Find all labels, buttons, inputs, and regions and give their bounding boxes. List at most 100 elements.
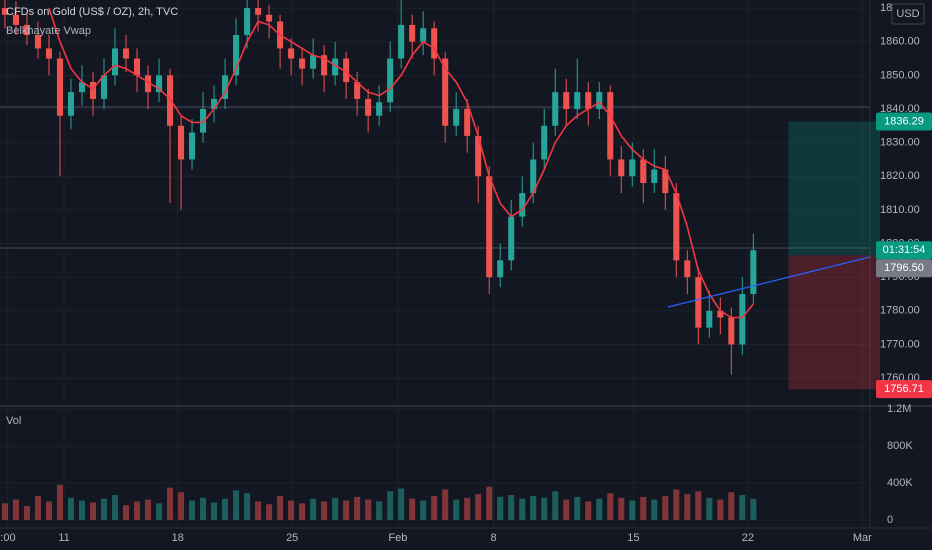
candle-body bbox=[673, 193, 680, 261]
volume-bar bbox=[530, 495, 537, 520]
candle-body bbox=[541, 125, 548, 160]
volume-bar bbox=[45, 501, 53, 520]
x-tick-label: 8 bbox=[491, 532, 497, 544]
volume-bar bbox=[398, 488, 405, 520]
x-tick-label: 18 bbox=[172, 532, 184, 544]
countdown-label: 01:31:54 bbox=[883, 244, 926, 256]
marks bbox=[1, 0, 880, 520]
x-tick-label: :00 bbox=[0, 532, 15, 544]
volume-bar bbox=[78, 500, 86, 520]
candle-body bbox=[475, 135, 482, 177]
volume-bar bbox=[651, 499, 658, 520]
volume-bar bbox=[288, 500, 295, 520]
candle-body bbox=[266, 14, 273, 22]
volume-bar bbox=[519, 498, 526, 520]
candle-body bbox=[684, 260, 691, 278]
volume-bar bbox=[167, 487, 174, 520]
x-tick-label: 11 bbox=[58, 532, 69, 544]
candle-body bbox=[574, 92, 581, 109]
candle-body bbox=[23, 24, 30, 35]
volume-bar bbox=[596, 498, 603, 520]
candle-body bbox=[156, 75, 163, 93]
candle-body bbox=[651, 169, 658, 183]
volume-bar bbox=[211, 502, 218, 520]
volume-bar bbox=[56, 484, 64, 520]
volume-bar bbox=[464, 497, 471, 520]
currency[interactable]: USD bbox=[896, 8, 919, 20]
candle-body bbox=[67, 92, 75, 116]
volume-bar bbox=[1, 503, 8, 520]
candle-body bbox=[596, 92, 603, 109]
volume-bar bbox=[497, 496, 504, 520]
volume-bar bbox=[89, 502, 97, 520]
currency-box[interactable] bbox=[891, 3, 925, 25]
candle-body bbox=[310, 55, 317, 69]
target-label-box bbox=[876, 112, 932, 131]
candle-body bbox=[420, 28, 427, 42]
volume-bar bbox=[222, 498, 229, 520]
stop-label: 1756.71 bbox=[884, 383, 924, 395]
volume-bar bbox=[100, 498, 108, 520]
trend-line bbox=[667, 256, 871, 308]
y-tick-label: 1830.00 bbox=[880, 137, 920, 149]
candle-body bbox=[563, 92, 570, 109]
candle-body bbox=[739, 293, 746, 345]
candle-body bbox=[244, 8, 251, 35]
target-label: 1836.29 bbox=[884, 115, 924, 127]
volume-bar bbox=[750, 498, 757, 520]
y-tick-label: 1850.00 bbox=[880, 69, 920, 81]
candle-body bbox=[398, 24, 405, 59]
volume-bar bbox=[266, 504, 273, 520]
x-tick-label: 25 bbox=[286, 532, 298, 544]
volume-bar bbox=[563, 499, 570, 520]
candle-body bbox=[122, 48, 130, 59]
y-tick-label: 1810.00 bbox=[880, 204, 920, 216]
candle-body bbox=[299, 58, 306, 69]
candle-body bbox=[497, 260, 504, 278]
volume-name: Vol bbox=[6, 415, 21, 427]
candle-body bbox=[618, 159, 625, 177]
volume-bar bbox=[200, 497, 207, 520]
candle-body bbox=[662, 169, 669, 194]
volume-bar bbox=[739, 495, 746, 520]
volume-bar bbox=[574, 496, 581, 520]
volume-bar bbox=[475, 494, 482, 520]
candle-body bbox=[200, 108, 207, 133]
x-tick-label: 15 bbox=[627, 532, 639, 544]
x-tick-label: 22 bbox=[742, 532, 754, 544]
candle-body bbox=[409, 24, 416, 42]
candle-body bbox=[255, 8, 262, 15]
volume-bar bbox=[156, 503, 163, 520]
volume-bar bbox=[277, 495, 284, 520]
candle-body bbox=[376, 102, 383, 116]
volume-bar bbox=[607, 493, 614, 520]
volume-bar bbox=[662, 495, 669, 520]
candle-body bbox=[519, 193, 526, 217]
candle-body bbox=[585, 92, 592, 109]
candle-body bbox=[486, 176, 493, 278]
y-tick-label: 1860.00 bbox=[880, 36, 920, 48]
candle-body bbox=[56, 58, 64, 116]
volume-bar bbox=[442, 489, 449, 520]
volume-tick-label: 400K bbox=[887, 477, 913, 489]
candle-body bbox=[12, 14, 19, 25]
candle-body bbox=[453, 108, 460, 126]
volume-bar bbox=[12, 499, 19, 520]
candle-body bbox=[706, 310, 713, 328]
volume-bar bbox=[310, 498, 317, 520]
volume-bar bbox=[145, 499, 152, 520]
candle-body bbox=[607, 92, 614, 160]
candle-body bbox=[288, 48, 295, 59]
volume-bar bbox=[508, 495, 515, 520]
candle-body bbox=[629, 159, 636, 177]
volume-bar bbox=[541, 497, 548, 520]
volume-bar bbox=[486, 486, 493, 520]
volume-bar bbox=[343, 500, 350, 520]
volume-tick-label: 0 bbox=[887, 514, 893, 526]
entry-label: 1796.50 bbox=[884, 262, 924, 274]
volume-bar bbox=[552, 491, 559, 520]
volume-tick-label: 800K bbox=[887, 440, 913, 452]
entry-label-box bbox=[876, 259, 932, 278]
volume-bar bbox=[189, 500, 196, 520]
